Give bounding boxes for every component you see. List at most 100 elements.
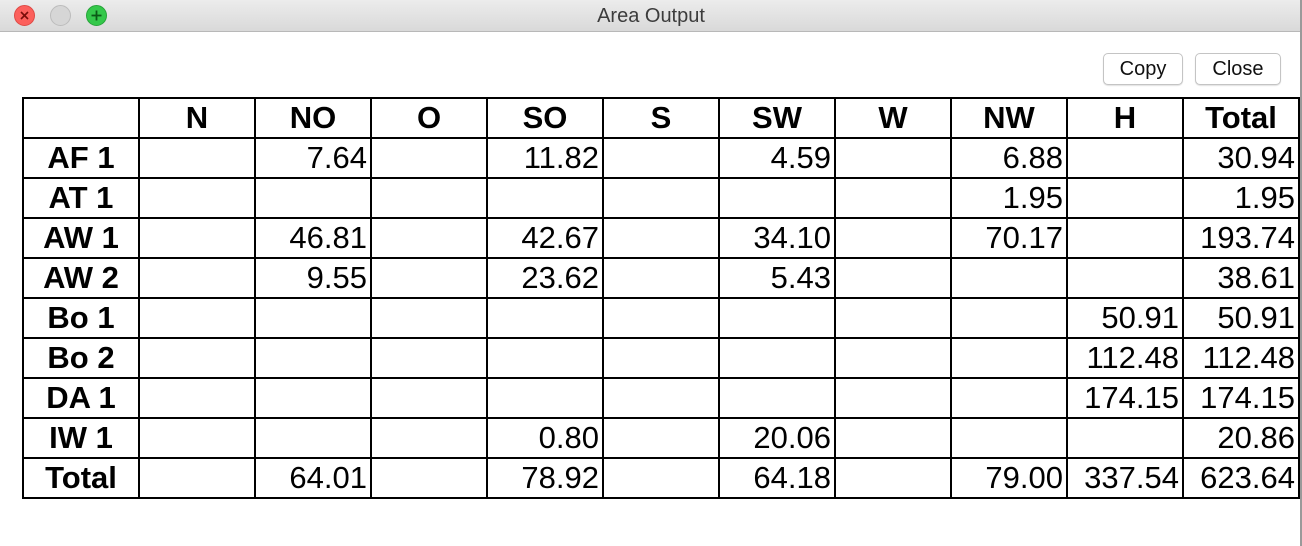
row-header-cell: DA 1 — [22, 377, 140, 419]
table-cell: 7.64 — [254, 137, 372, 179]
table-cell — [254, 177, 372, 219]
row-header-cell: AW 1 — [22, 217, 140, 259]
title-bar[interactable]: Area Output — [0, 0, 1302, 32]
copy-button[interactable]: Copy — [1103, 53, 1183, 85]
table-cell — [950, 337, 1068, 379]
table-cell — [486, 177, 604, 219]
table-cell: 20.86 — [1182, 417, 1300, 459]
table-row: Total 64.01 78.92 64.18 79.00 337.54 623.64 — [22, 457, 1300, 499]
table-cell — [138, 377, 256, 419]
table-cell — [950, 417, 1068, 459]
table-row: AT 1 1.95 1.95 — [22, 177, 1300, 219]
table-cell: 46.81 — [254, 217, 372, 259]
close-button[interactable]: Close — [1195, 53, 1281, 85]
window-right-edge — [1300, 0, 1302, 546]
table-cell — [486, 297, 604, 339]
window-close-button[interactable] — [14, 5, 35, 26]
corner-header-cell — [22, 97, 140, 139]
table-cell — [834, 137, 952, 179]
table-cell — [834, 217, 952, 259]
table-cell: 9.55 — [254, 257, 372, 299]
table-cell — [718, 337, 836, 379]
row-header-cell: IW 1 — [22, 417, 140, 459]
table-cell: 0.80 — [486, 417, 604, 459]
table-cell — [138, 217, 256, 259]
table-cell — [834, 177, 952, 219]
table-cell — [370, 337, 488, 379]
table-cell — [718, 177, 836, 219]
table-cell: 193.74 — [1182, 217, 1300, 259]
table-cell — [254, 417, 372, 459]
column-header-cell: NW — [950, 97, 1068, 139]
table-cell — [834, 337, 952, 379]
window-zoom-button[interactable] — [86, 5, 107, 26]
row-header-cell: Bo 1 — [22, 297, 140, 339]
table-cell: 11.82 — [486, 137, 604, 179]
table-header-row: N NO O SO S SW W NW H Total — [22, 97, 1300, 139]
window-minimize-button[interactable] — [50, 5, 71, 26]
area-output-table: N NO O SO S SW W NW H Total AF 1 7.64 11.82 4.59 6.88… — [22, 97, 1300, 499]
table-cell: 1.95 — [1182, 177, 1300, 219]
table-cell: 34.10 — [718, 217, 836, 259]
table-cell — [834, 297, 952, 339]
table-cell — [602, 417, 720, 459]
table-cell: 64.18 — [718, 457, 836, 499]
table-cell — [254, 377, 372, 419]
table-cell: 112.48 — [1182, 337, 1300, 379]
table-cell — [138, 297, 256, 339]
table-cell — [370, 377, 488, 419]
table-cell: 174.15 — [1066, 377, 1184, 419]
table-cell — [1066, 417, 1184, 459]
table-cell — [138, 137, 256, 179]
table-cell — [602, 337, 720, 379]
table-cell — [602, 177, 720, 219]
table-cell — [1066, 177, 1184, 219]
table-row: IW 1 0.80 20.06 20.86 — [22, 417, 1300, 459]
table-cell — [834, 457, 952, 499]
row-header-cell: Total — [22, 457, 140, 499]
table-cell: 79.00 — [950, 457, 1068, 499]
table-cell: 6.88 — [950, 137, 1068, 179]
table-cell — [718, 377, 836, 419]
table-cell: 50.91 — [1182, 297, 1300, 339]
table-cell: 623.64 — [1182, 457, 1300, 499]
table-cell: 30.94 — [1182, 137, 1300, 179]
table-cell — [602, 217, 720, 259]
column-header-cell: S — [602, 97, 720, 139]
table-cell — [1066, 137, 1184, 179]
table-cell: 78.92 — [486, 457, 604, 499]
table-cell — [1066, 257, 1184, 299]
table-cell — [370, 297, 488, 339]
table-cell — [370, 177, 488, 219]
table-row: Bo 1 50.91 50.91 — [22, 297, 1300, 339]
table-cell — [950, 297, 1068, 339]
table-cell — [1066, 217, 1184, 259]
table-cell — [950, 377, 1068, 419]
plus-icon — [91, 10, 102, 21]
table-cell — [370, 217, 488, 259]
table-body: AF 1 7.64 11.82 4.59 6.88 30.94 AT 1 1.95 1.95 AW… — [22, 137, 1300, 499]
table-row: AW 2 9.55 23.62 5.43 38.61 — [22, 257, 1300, 299]
column-header-cell: H — [1066, 97, 1184, 139]
column-header-cell: Total — [1182, 97, 1300, 139]
table-cell — [950, 257, 1068, 299]
table-cell: 38.61 — [1182, 257, 1300, 299]
table-cell — [254, 297, 372, 339]
column-header-cell: N — [138, 97, 256, 139]
table-cell — [602, 297, 720, 339]
table-cell — [602, 377, 720, 419]
table-cell: 4.59 — [718, 137, 836, 179]
table-cell — [486, 377, 604, 419]
table-cell — [602, 137, 720, 179]
table-cell: 70.17 — [950, 217, 1068, 259]
table-cell — [370, 457, 488, 499]
row-header-cell: Bo 2 — [22, 337, 140, 379]
table-cell: 50.91 — [1066, 297, 1184, 339]
row-header-cell: AF 1 — [22, 137, 140, 179]
table-cell: 23.62 — [486, 257, 604, 299]
table-cell — [138, 177, 256, 219]
table-cell: 64.01 — [254, 457, 372, 499]
table-cell — [370, 257, 488, 299]
close-x-icon — [20, 11, 29, 20]
table-row: AF 1 7.64 11.82 4.59 6.88 30.94 — [22, 137, 1300, 179]
